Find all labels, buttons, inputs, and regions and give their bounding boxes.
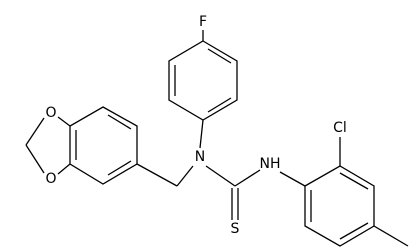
double-bond [339,172,369,190]
atom-label: Cl [333,120,347,136]
double-bond [339,222,369,240]
bond [25,117,45,146]
bond [57,116,71,127]
bond [205,165,236,187]
bonds [25,30,409,247]
methyl-bond [373,225,409,247]
atom-label: NH [260,156,281,172]
double-bond [207,48,232,64]
bond [57,163,71,175]
double-bond [107,114,132,130]
atom-label: O [45,105,56,121]
bond [136,163,178,187]
double-bond [107,160,132,176]
fluorophenyl-ring [168,40,238,121]
benzodioxole-ring [69,106,138,185]
atom-label: S [231,221,240,237]
chlorophenyl-ring [304,165,375,247]
atom-label: O [45,171,56,187]
double-bond [207,97,232,113]
atom-label: N [195,149,205,165]
bond [25,144,45,174]
bond [279,171,306,187]
bond [199,119,204,149]
bond [176,165,194,187]
atom-label: F [199,14,207,30]
bond [234,169,261,187]
